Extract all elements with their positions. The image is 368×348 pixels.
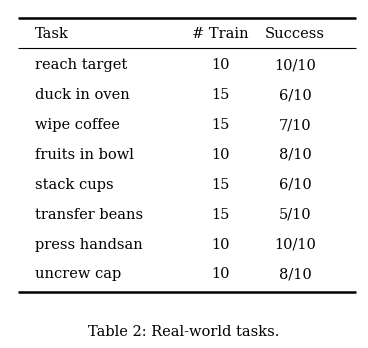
Text: 10/10: 10/10 [274, 58, 316, 72]
Text: fruits in bowl: fruits in bowl [35, 148, 134, 162]
Text: stack cups: stack cups [35, 178, 113, 192]
Text: 5/10: 5/10 [279, 208, 311, 222]
Text: duck in oven: duck in oven [35, 88, 130, 102]
Text: Task: Task [35, 27, 69, 41]
Text: 7/10: 7/10 [279, 118, 311, 132]
Text: 10/10: 10/10 [274, 238, 316, 252]
Text: 15: 15 [212, 178, 230, 192]
Text: 10: 10 [212, 148, 230, 162]
Text: 15: 15 [212, 208, 230, 222]
Text: # Train: # Train [192, 27, 249, 41]
Text: wipe coffee: wipe coffee [35, 118, 120, 132]
Text: Success: Success [265, 27, 325, 41]
Text: transfer beans: transfer beans [35, 208, 143, 222]
Text: 15: 15 [212, 118, 230, 132]
Text: uncrew cap: uncrew cap [35, 267, 121, 282]
Text: 8/10: 8/10 [279, 267, 312, 282]
Text: reach target: reach target [35, 58, 127, 72]
Text: 10: 10 [212, 267, 230, 282]
Text: 10: 10 [212, 238, 230, 252]
Text: Table 2: Real-world tasks.: Table 2: Real-world tasks. [88, 325, 280, 339]
Text: 8/10: 8/10 [279, 148, 312, 162]
Text: 6/10: 6/10 [279, 178, 312, 192]
Text: 15: 15 [212, 88, 230, 102]
Text: 6/10: 6/10 [279, 88, 312, 102]
Text: 10: 10 [212, 58, 230, 72]
Text: press handsan: press handsan [35, 238, 143, 252]
